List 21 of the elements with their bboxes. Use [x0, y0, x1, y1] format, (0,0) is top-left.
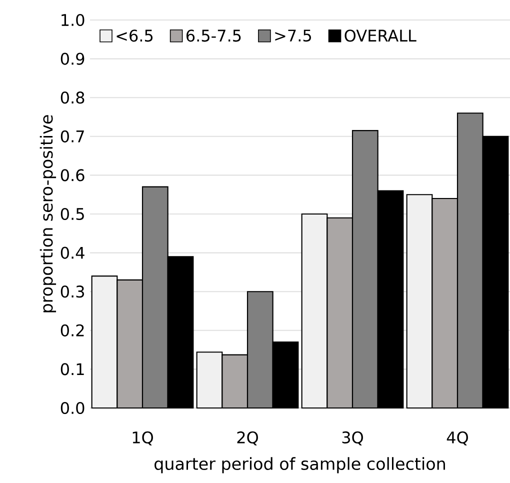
y-tick-label: 0.6 — [60, 169, 84, 182]
y-tick-label: 0.3 — [60, 286, 84, 298]
x-tick-label: 4Q — [446, 431, 468, 446]
x-axis-title: quarter period of sample collection — [154, 457, 445, 474]
y-tick-label: 0.2 — [60, 324, 84, 336]
y-tick-label: 0.5 — [60, 208, 84, 220]
y-tick-label: 1.0 — [62, 14, 84, 26]
legend-label: OVERALL — [344, 30, 416, 42]
legend-label: <6.5 — [116, 30, 153, 42]
x-tick-label: 3Q — [342, 431, 363, 446]
y-tick-label: 0.4 — [60, 246, 84, 259]
x-tick-label: 2Q — [237, 431, 258, 446]
y-tick-label: 0.7 — [60, 130, 84, 142]
y-tick-label: 0.0 — [60, 402, 84, 414]
y-tick-label: 0.1 — [60, 363, 84, 376]
y-axis-title: proportion sero-positive — [40, 115, 56, 312]
x-tick-label: 1Q — [132, 431, 153, 446]
y-tick-label: 0.9 — [60, 52, 84, 65]
legend-label: >7.5 — [275, 30, 311, 42]
y-tick-label: 0.8 — [60, 92, 84, 104]
legend-label: 6.5-7.5 — [186, 30, 241, 42]
